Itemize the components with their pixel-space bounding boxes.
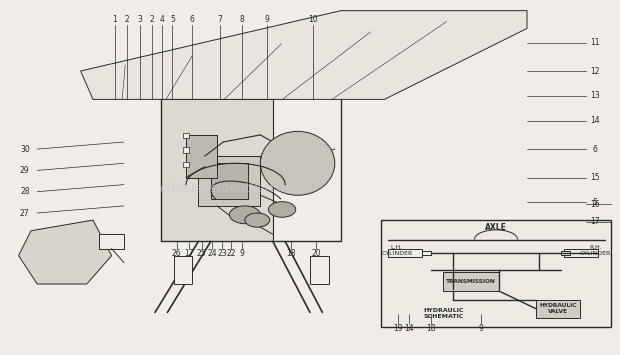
Text: 16: 16	[590, 200, 600, 209]
Text: 12: 12	[590, 66, 600, 76]
Text: 18: 18	[286, 249, 296, 258]
Bar	[422, 251, 431, 255]
Text: 28: 28	[20, 187, 30, 196]
Bar	[536, 300, 580, 318]
Text: L.H.
CYLINDER: L.H. CYLINDER	[381, 245, 412, 256]
Bar	[198, 156, 260, 206]
Text: 25: 25	[197, 249, 206, 258]
Bar	[183, 133, 189, 138]
Text: 14: 14	[404, 324, 414, 333]
Text: 9: 9	[239, 249, 244, 258]
Text: 27: 27	[20, 208, 30, 218]
Polygon shape	[19, 220, 112, 284]
Text: 15: 15	[590, 173, 600, 182]
Bar	[161, 99, 273, 241]
Text: 13: 13	[590, 91, 600, 100]
Bar	[186, 135, 217, 178]
Bar	[183, 147, 189, 153]
Text: HYDRAULIC
SCHEMATIC: HYDRAULIC SCHEMATIC	[423, 308, 464, 318]
Bar	[99, 234, 124, 248]
Circle shape	[268, 202, 296, 217]
Text: eReplacementParts.com: eReplacementParts.com	[159, 182, 312, 195]
Ellipse shape	[260, 131, 335, 195]
Bar	[310, 256, 329, 284]
Circle shape	[229, 206, 260, 224]
Text: R.H.
CYLINDER: R.H. CYLINDER	[580, 245, 611, 256]
Text: TRANSMISSION: TRANSMISSION	[446, 279, 496, 284]
Text: 6: 6	[593, 144, 598, 154]
Text: 29: 29	[20, 166, 30, 175]
Bar	[388, 248, 422, 257]
Text: 22: 22	[226, 249, 236, 258]
Bar	[174, 256, 192, 284]
Text: 17: 17	[184, 249, 194, 258]
Text: 23: 23	[217, 249, 227, 258]
Bar	[564, 248, 598, 257]
Text: HYDRAULIC
VALVE: HYDRAULIC VALVE	[539, 304, 577, 314]
Text: 8: 8	[239, 15, 244, 24]
Text: 11: 11	[590, 38, 600, 47]
Bar	[211, 163, 248, 199]
Text: 2: 2	[125, 15, 130, 24]
Bar	[381, 220, 611, 327]
Text: 1: 1	[112, 15, 117, 24]
Text: 14: 14	[590, 116, 600, 125]
Bar	[183, 162, 189, 167]
Text: 17: 17	[590, 217, 600, 226]
Bar	[561, 251, 570, 255]
Text: 10: 10	[308, 15, 318, 24]
Text: 7: 7	[218, 15, 223, 24]
Text: 20: 20	[311, 249, 321, 258]
Text: 2: 2	[149, 15, 154, 24]
Text: 5: 5	[170, 15, 175, 24]
Text: 18: 18	[426, 324, 436, 333]
Text: 4: 4	[160, 15, 165, 24]
Text: 30: 30	[20, 144, 30, 154]
Text: 19: 19	[393, 324, 403, 333]
Text: 9: 9	[478, 324, 483, 333]
Bar	[443, 272, 499, 291]
Text: AXLE: AXLE	[485, 223, 507, 233]
Polygon shape	[81, 11, 527, 99]
Circle shape	[245, 213, 270, 227]
Text: 9: 9	[264, 15, 269, 24]
Text: 5: 5	[593, 198, 598, 207]
Text: 24: 24	[207, 249, 217, 258]
Text: 26: 26	[172, 249, 182, 258]
Text: 3: 3	[137, 15, 142, 24]
Text: 6: 6	[190, 15, 195, 24]
